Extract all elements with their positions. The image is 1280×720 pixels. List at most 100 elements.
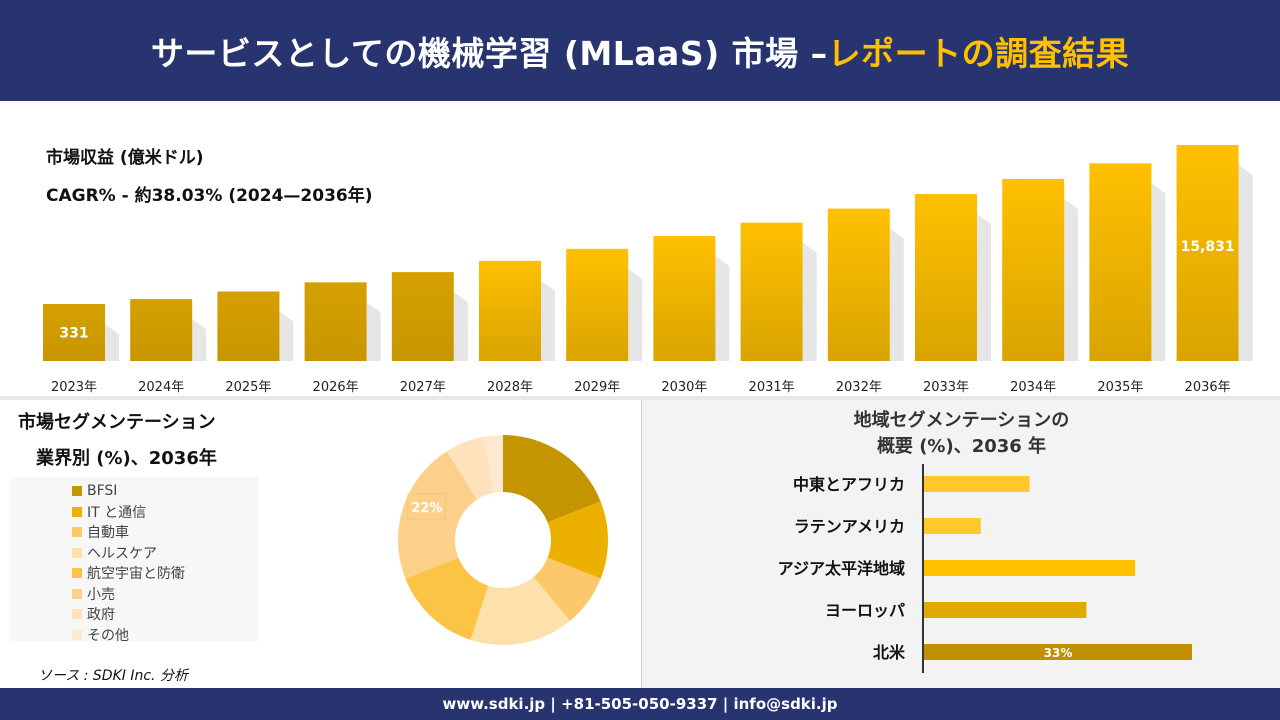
legend-swatch [72, 506, 82, 517]
divider [0, 396, 1280, 400]
revenue-bar [740, 222, 803, 361]
region-label: アジア太平洋地域 [778, 559, 905, 578]
revenue-bar [43, 304, 105, 361]
region-label: ヨーロッパ [825, 601, 905, 620]
legend-item: IT と通信 [72, 502, 258, 523]
legend-swatch [72, 629, 82, 640]
industry-donut-chart: 22% [398, 435, 608, 645]
revenue-bar [217, 291, 280, 361]
bar-shadow [279, 311, 294, 361]
region-bar [924, 518, 981, 534]
year-tick-label: 2027年 [400, 380, 446, 395]
region-subtitle: 概要 (%)、2036 年 [876, 436, 1047, 457]
revenue-bar [827, 208, 890, 361]
legend-item: その他 [72, 625, 258, 646]
legend-label: 自動車 [87, 525, 129, 542]
bar-shadow [1238, 165, 1253, 361]
donut-slice [533, 557, 601, 621]
region-bar [924, 476, 1030, 492]
bar-shadow [541, 280, 555, 361]
revenue-label: 市場収益 (億米ドル) [46, 148, 204, 168]
year-tick-label: 2028年 [487, 380, 533, 395]
legend-swatch [72, 568, 82, 579]
revenue-bar [130, 299, 193, 361]
bar-shadow [105, 324, 119, 361]
cagr-label: CAGR% - 約38.03% (2024—2036年) [46, 186, 373, 206]
donut-data-label: 22% [411, 501, 442, 516]
legend-item: ヘルスケア [72, 543, 258, 564]
revenue-chart-section: 市場収益 (億米ドル) CAGR% - 約38.03% (2024—2036年)… [0, 101, 1280, 396]
donut-slice [470, 576, 570, 645]
bar-shadow [1064, 198, 1079, 361]
legend-swatch [72, 588, 82, 599]
legend-item: 政府 [72, 604, 258, 625]
donut-slice [405, 557, 489, 640]
bar-data-label: 15,831 [1181, 239, 1235, 255]
year-tick-label: 2031年 [749, 380, 795, 395]
year-tick-label: 2034年 [1010, 380, 1056, 395]
bar-shadow [715, 256, 730, 361]
bar-shadow [628, 268, 643, 361]
bar-data-label: 331 [59, 326, 88, 342]
data-label-box [407, 493, 447, 521]
donut-slice [503, 435, 601, 523]
year-tick-label: 2023年 [51, 380, 97, 395]
legend-label: 政府 [87, 607, 115, 624]
legend-swatch [72, 527, 82, 538]
revenue-bar [479, 260, 541, 361]
legend-label: IT と通信 [87, 504, 147, 521]
bar-shadow [889, 228, 904, 361]
header-title-accent: レポートの調査結果 [827, 33, 1130, 73]
legend-label: BFSI [87, 483, 118, 500]
bar-shadow [453, 292, 468, 361]
region-segment-section: 地域セグメンテーションの 概要 (%)、2036 年 中東とアフリカ ラテンアメリ… [641, 400, 1280, 688]
revenue-bar [653, 236, 716, 361]
legend-swatch [72, 609, 82, 620]
legend-label: ヘルスケア [87, 545, 157, 562]
page-header: サービスとしての機械学習 (MLaaS) 市場 – レポートの調査結果 [0, 0, 1280, 101]
year-tick-label: 2024年 [138, 380, 184, 395]
year-tick-label: 2030年 [661, 380, 707, 395]
donut-slice [483, 435, 503, 493]
legend-item: 小売 [72, 584, 258, 605]
year-tick-label: 2036年 [1185, 380, 1231, 395]
revenue-bar [915, 194, 977, 361]
region-bar [924, 602, 1087, 618]
legend-item: 航空宇宙と防衛 [72, 563, 258, 584]
year-tick-label: 2032年 [836, 380, 882, 395]
year-tick-label: 2025年 [225, 380, 271, 395]
legend-swatch [72, 547, 82, 558]
footer-contact: www.sdki.jp | +81-505-050-9337 | info@sd… [0, 688, 1280, 720]
revenue-bar [1089, 163, 1152, 361]
bar-shadow [192, 319, 207, 361]
legend-item: 自動車 [72, 522, 258, 543]
bar-shadow [977, 214, 991, 361]
year-tick-label: 2026年 [313, 380, 359, 395]
source-note: ソース : SDKI Inc. 分析 [38, 668, 188, 684]
donut-slice [547, 501, 608, 579]
bar-shadow [802, 242, 817, 361]
legend-label: 航空宇宙と防衛 [87, 566, 185, 583]
revenue-bar [1002, 178, 1065, 361]
industry-segment-section: 市場セグメンテーション 業界別 (%)、2036年 BFSI IT と通信 自動車ヘ… [0, 400, 640, 688]
region-label: ラテンアメリカ [794, 517, 905, 536]
region-label: 北米 [873, 643, 906, 662]
revenue-bar [566, 248, 629, 361]
region-bar [924, 644, 1192, 660]
segment-subtitle: 業界別 (%)、2036年 [36, 448, 217, 469]
year-tick-label: 2033年 [923, 380, 969, 395]
year-tick-label: 2035年 [1097, 380, 1143, 395]
year-tick-label: 2029年 [574, 380, 620, 395]
segment-title: 市場セグメンテーション [18, 412, 216, 433]
region-data-label: 33% [1044, 646, 1073, 660]
region-label: 中東とアフリカ [793, 475, 905, 494]
bar-shadow [1151, 183, 1166, 361]
region-title: 地域セグメンテーションの [853, 410, 1070, 431]
revenue-bar-chart: 2023年 331 2024年 2025年 2026年 2027年 2028年 2029年 20… [43, 145, 1253, 395]
donut-legend: BFSI IT と通信 自動車ヘルスケア航空宇宙と防衛 小売政府 その他 [10, 477, 258, 644]
bar-shadow [366, 302, 381, 361]
legend-item: BFSI [72, 481, 258, 502]
header-title: サービスとしての機械学習 (MLaaS) 市場 – [150, 33, 828, 73]
legend-swatch [72, 486, 82, 497]
